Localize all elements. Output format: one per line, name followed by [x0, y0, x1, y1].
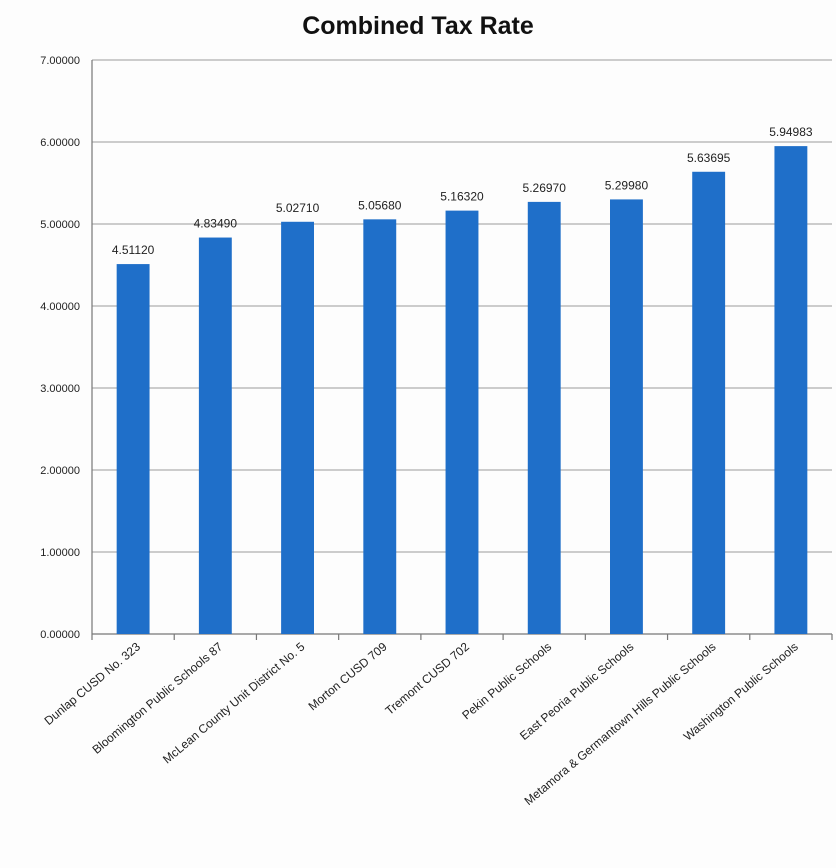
data-label: 4.51120	[112, 243, 155, 257]
bar	[198, 237, 232, 634]
category-label: Metamora & Germantown Hills Public Schoo…	[522, 640, 719, 808]
bar	[610, 199, 643, 635]
data-label: 5.16320	[440, 190, 484, 204]
data-label: 5.94983	[769, 125, 813, 139]
category-label: Pekin Public Schools	[459, 640, 554, 723]
chart-title: Combined Tax Rate	[302, 12, 534, 40]
y-tick-label: 2.00000	[40, 465, 80, 477]
bar	[774, 146, 808, 634]
bar	[363, 219, 397, 634]
category-label: Bloomington Public Schools 87	[90, 639, 226, 756]
bar	[281, 221, 314, 634]
data-label: 5.26970	[523, 181, 567, 195]
y-tick-label: 6.00000	[40, 137, 80, 149]
bar	[445, 210, 479, 634]
y-tick-label: 4.00000	[40, 301, 80, 313]
bar	[692, 171, 726, 635]
category-label: McLean County Unit District No. 5	[160, 639, 308, 766]
y-tick-label: 0.00000	[40, 629, 80, 641]
category-label: Tremont CUSD 702	[383, 639, 473, 717]
bar	[116, 264, 150, 634]
y-tick-label: 5.00000	[40, 219, 80, 231]
y-tick-label: 3.00000	[40, 383, 80, 395]
category-label: Morton CUSD 709	[306, 639, 390, 713]
data-label: 5.63695	[687, 151, 731, 165]
bar	[527, 201, 561, 635]
data-label: 5.05680	[358, 198, 402, 212]
y-tick-label: 1.00000	[40, 547, 80, 559]
data-label: 5.02710	[276, 201, 320, 215]
data-label: 5.29980	[605, 178, 649, 192]
y-tick-label: 7.00000	[40, 55, 80, 67]
data-label: 4.83490	[194, 217, 238, 231]
